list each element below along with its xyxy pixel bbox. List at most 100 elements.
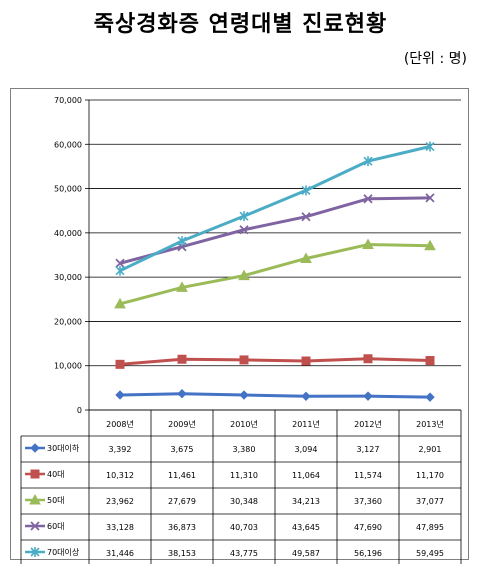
legend-label: 40대 [47,470,65,479]
data-point-marker [176,281,188,292]
table-cell-value: 56,196 [354,549,382,558]
legend-label: 60대 [47,522,65,531]
table-cell-value: 31,446 [106,549,134,558]
table-cell-value: 11,310 [230,471,258,480]
y-tick-label: 60,000 [54,140,82,149]
y-tick-label: 30,000 [54,273,82,282]
table-cell-value: 49,587 [292,549,320,558]
y-axis-ticks: 0 10,000 20,000 30,000 40,000 50,000 60,000 70,… [54,96,82,415]
table-cell-value: 3,127 [357,445,380,454]
data-point-marker [300,252,312,263]
data-point-marker [30,469,40,479]
data-point-marker [301,185,311,196]
table-cell-value: 34,213 [292,497,320,506]
table-cell-value: 37,360 [354,497,382,506]
marker-stroke [30,521,40,531]
unit-label: (단위 : 명) [403,51,467,67]
data-point-marker [30,443,40,453]
table-cell-value: 23,962 [106,497,134,506]
data-point-marker [425,193,435,203]
series-2 [115,354,435,369]
series-lines [114,141,436,402]
chart-frame [10,88,469,560]
y-tick-label: 20,000 [54,317,82,326]
series-line [119,145,431,273]
data-point-marker [301,212,311,222]
data-table: 2008년 2009년 2010년 2011년 2012년 2013년 30대이하 3,392… [20,409,462,564]
table-cell-value: 11,461 [168,471,196,480]
table-cell-value: 43,645 [292,523,320,532]
series-line [119,196,431,265]
series-line [119,392,431,399]
data-point-marker [301,356,311,366]
table-cell-value: 11,574 [354,471,382,480]
data-point-marker [301,391,311,402]
data-point-marker [177,354,187,364]
data-point-marker [363,354,373,364]
marker-stroke [363,194,373,204]
y-tick-label: 10,000 [54,362,82,371]
data-point-marker [239,225,249,235]
table-cell-value: 3,392 [109,445,132,454]
data-point-marker [362,238,374,250]
marker-stroke [301,212,311,222]
data-point-marker [363,194,373,204]
y-tick-label: 70,000 [54,96,82,105]
table-cell-value: 3,380 [233,445,256,454]
table-cell-value: 11,064 [292,471,320,480]
y-tick-label: 40,000 [54,229,82,238]
data-point-marker [239,390,249,400]
table-cell-value: 2,901 [419,445,442,454]
data-point-marker [30,521,40,531]
table-cell-value: 43,775 [230,549,258,558]
data-point-marker [177,236,187,247]
legend-label: 30대이하 [47,443,80,453]
y-tick-label: 0 [77,406,82,415]
x-category-label: 2008년 [106,419,134,429]
table-cell-value: 3,675 [171,445,194,454]
table-cell-value: 47,690 [354,523,382,532]
table-cell-value: 11,170 [416,471,444,480]
table-cell-value: 3,094 [295,445,318,454]
data-point-marker [363,391,373,401]
x-category-label: 2012년 [354,419,382,429]
table-cell-value: 38,153 [168,549,196,558]
table-cell-value: 33,128 [106,523,134,532]
data-point-marker [239,355,249,365]
table-cell-value: 40,703 [230,523,258,532]
series-line [119,243,431,306]
series-5 [115,141,435,276]
data-point-marker [425,356,435,366]
table-cell-value: 59,495 [416,549,444,558]
data-point-marker [239,211,249,222]
data-point-marker [115,265,125,276]
data-point-marker [29,493,41,505]
data-point-marker [238,269,250,281]
series-4 [115,193,435,268]
marker-stroke [425,193,435,203]
data-point-marker [363,156,373,167]
data-point-marker [425,392,435,402]
marker-stroke [115,258,125,268]
table-cell-value: 36,873 [168,523,196,532]
data-point-marker [425,141,435,152]
table-cell-value: 10,312 [106,471,134,480]
marker-stroke [239,225,249,235]
data-point-marker [177,389,187,399]
y-tick-label: 50,000 [54,185,82,194]
table-cell-value: 37,077 [416,497,444,506]
data-point-marker [115,258,125,268]
legend-label: 50대 [47,496,65,505]
x-category-label: 2013년 [416,419,444,429]
legend-label: 70대이상 [47,547,80,557]
x-category-label: 2009년 [168,419,196,429]
x-category-label: 2010년 [230,419,258,429]
data-point-marker [30,547,40,557]
series-3 [114,238,436,309]
x-category-label: 2011년 [292,419,320,429]
data-point-marker [114,297,126,309]
data-point-marker [424,239,436,251]
data-point-marker [115,390,125,400]
data-point-marker [115,359,125,369]
